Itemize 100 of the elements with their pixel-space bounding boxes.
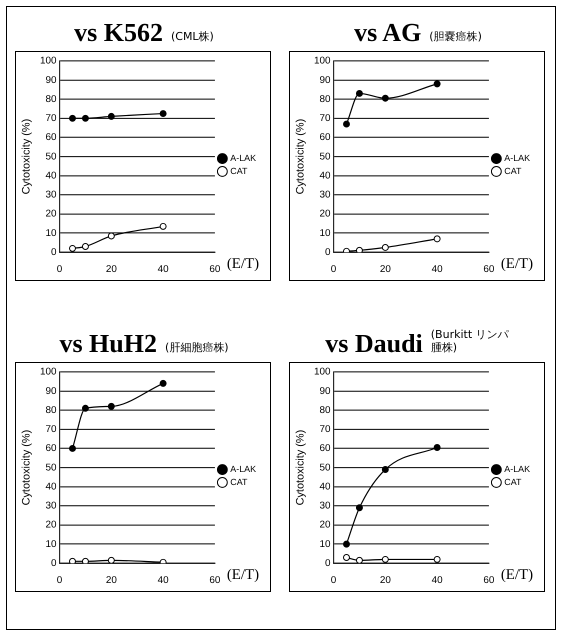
point	[434, 556, 441, 563]
x-tick-label: 60	[209, 264, 221, 275]
y-tick-label: 80	[320, 94, 332, 105]
y-tick-label: 40	[320, 170, 332, 182]
x-axis-title: (E/T)	[500, 256, 534, 272]
y-tick-label: 90	[320, 74, 332, 86]
point	[82, 114, 89, 122]
y-tick-label: 0	[325, 558, 332, 569]
legend-label: A-LAK	[504, 153, 530, 164]
y-tick-label: 10	[320, 228, 332, 239]
point	[69, 244, 76, 252]
y-tick-label: 70	[46, 113, 58, 124]
legend-label: CAT	[504, 166, 522, 176]
legend-label: A-LAK	[504, 464, 530, 474]
y-axis-title: Cytotoxicity (%)	[20, 118, 33, 194]
y-tick-label: 90	[46, 74, 58, 86]
y-tick-label: 50	[320, 151, 332, 162]
y-tick-label: 30	[46, 500, 58, 512]
y-tick-label: 0	[51, 246, 58, 258]
y-axis-title: Cytotoxicity (%)	[20, 430, 33, 506]
y-tick-label: 40	[320, 481, 332, 492]
x-tick-label: 40	[158, 574, 170, 586]
point	[69, 444, 76, 452]
x-tick-label: 20	[380, 574, 392, 586]
y-tick-label: 10	[320, 538, 332, 550]
point	[356, 556, 363, 564]
chart-title: vs Daudi	[325, 329, 423, 358]
x-tick-label: 60	[209, 574, 221, 586]
point	[382, 244, 389, 251]
y-tick-label: 100	[40, 56, 58, 67]
x-axis-title: (E/T)	[226, 256, 260, 272]
chart-subtitle: (Burkitt リンパ腫株)	[430, 328, 510, 356]
point	[343, 554, 350, 561]
y-tick-label: 90	[46, 386, 58, 397]
point	[108, 232, 115, 240]
x-axis-title: (E/T)	[500, 567, 534, 584]
legend-label: A-LAK	[230, 153, 256, 164]
point	[108, 556, 115, 564]
point	[356, 246, 363, 252]
point	[343, 120, 350, 128]
point	[69, 114, 76, 122]
y-tick-label: 100	[314, 366, 332, 378]
y-tick-label: 30	[320, 190, 332, 201]
y-tick-label: 100	[40, 366, 58, 378]
y-tick-label: 20	[320, 208, 332, 220]
point	[356, 90, 363, 97]
y-tick-label: 60	[320, 132, 332, 144]
x-tick-label: 20	[380, 264, 392, 275]
y-tick-label: 10	[46, 538, 58, 550]
y-tick-label: 50	[46, 462, 58, 474]
y-tick-label: 20	[46, 208, 58, 220]
legend-label: CAT	[504, 476, 522, 487]
chart-subtitle: (CML株)	[170, 30, 214, 45]
y-tick-label: 80	[46, 404, 58, 416]
chart-subtitle: (胆嚢癌株)	[429, 30, 482, 45]
point	[434, 235, 441, 242]
x-tick-label: 60	[483, 264, 495, 275]
y-tick-label: 60	[46, 443, 58, 454]
point	[434, 80, 441, 88]
y-tick-label: 0	[325, 246, 332, 258]
point	[108, 402, 115, 410]
y-tick-label: 20	[320, 520, 332, 531]
x-tick-label: 40	[432, 574, 444, 586]
y-tick-label: 40	[46, 170, 58, 182]
chart-title: vs K562	[74, 18, 163, 47]
x-tick-label: 20	[106, 264, 118, 275]
point	[382, 94, 389, 102]
chart-title: vs AG	[354, 18, 422, 47]
y-tick-label: 70	[46, 424, 58, 436]
point	[69, 558, 76, 564]
point	[82, 404, 89, 412]
point	[108, 112, 115, 120]
y-tick-label: 30	[46, 190, 58, 201]
y-axis-title: Cytotoxicity (%)	[294, 430, 307, 506]
legend-label: CAT	[230, 476, 248, 487]
x-tick-label: 40	[432, 264, 444, 275]
y-axis-title: Cytotoxicity (%)	[294, 118, 307, 194]
x-tick-label: 20	[106, 574, 118, 586]
x-tick-label: 60	[483, 574, 495, 586]
point	[356, 504, 363, 512]
x-axis-title: (E/T)	[226, 567, 260, 584]
point	[82, 558, 89, 564]
x-tick-label: 40	[158, 264, 170, 275]
y-tick-label: 50	[46, 151, 58, 162]
legend-label: A-LAK	[230, 464, 256, 474]
y-tick-label: 70	[320, 424, 332, 436]
y-tick-label: 30	[320, 500, 332, 512]
y-tick-label: 0	[51, 558, 58, 569]
y-tick-label: 10	[46, 228, 58, 239]
point	[160, 380, 167, 387]
y-tick-label: 20	[46, 520, 58, 531]
y-tick-label: 60	[320, 443, 332, 454]
y-tick-label: 70	[320, 113, 332, 124]
y-tick-label: 90	[320, 386, 332, 397]
y-tick-label: 60	[46, 132, 58, 144]
point	[434, 444, 441, 451]
legend-label: CAT	[230, 166, 248, 176]
y-tick-label: 50	[320, 462, 332, 474]
y-tick-label: 80	[320, 404, 332, 416]
y-tick-label: 40	[46, 481, 58, 492]
